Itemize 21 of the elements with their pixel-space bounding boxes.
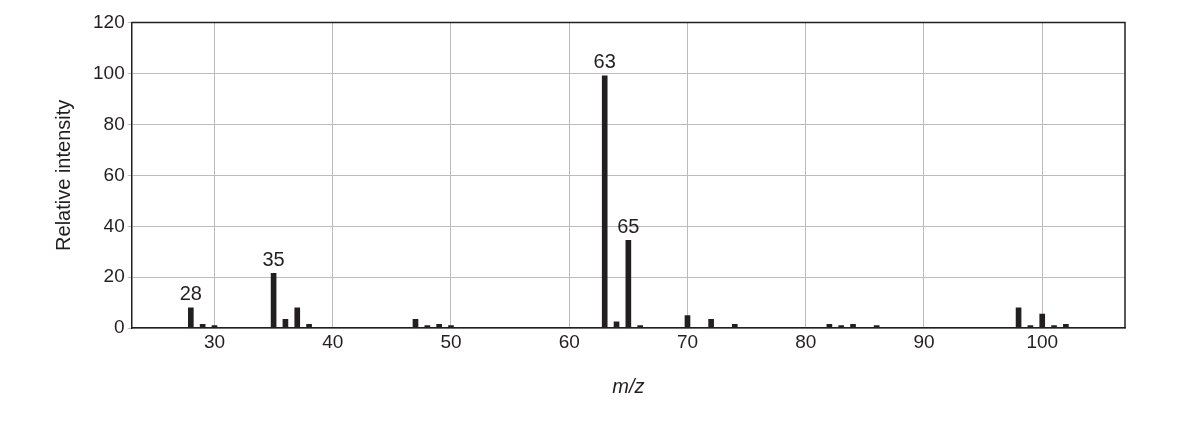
y-tick-label: 120 [93,10,125,32]
y-tick-label: 20 [103,265,125,287]
x-tick-label: 30 [203,330,226,352]
y-tick-label: 40 [103,214,125,236]
x-tick-label: 80 [795,330,817,352]
y-tick-label: 80 [103,112,125,134]
annotation: 65 [617,214,640,237]
y-tick-label: 0 [114,316,125,338]
y-tick-label: 60 [103,163,125,185]
annotation: 28 [179,282,202,305]
annotation: 35 [262,247,285,270]
y-tick-label: 100 [93,61,125,83]
x-tick-label: 90 [913,330,935,352]
x-tick-label: 60 [558,330,580,352]
x-tick-label: 100 [1026,330,1059,352]
x-axis-title: m/z [612,374,645,397]
annotation: 63 [593,50,616,73]
x-tick-label: 50 [440,330,462,352]
x-tick-label: 40 [322,330,344,352]
y-axis-title: Relative intensity [51,99,74,251]
x-tick-label: 70 [676,330,699,352]
